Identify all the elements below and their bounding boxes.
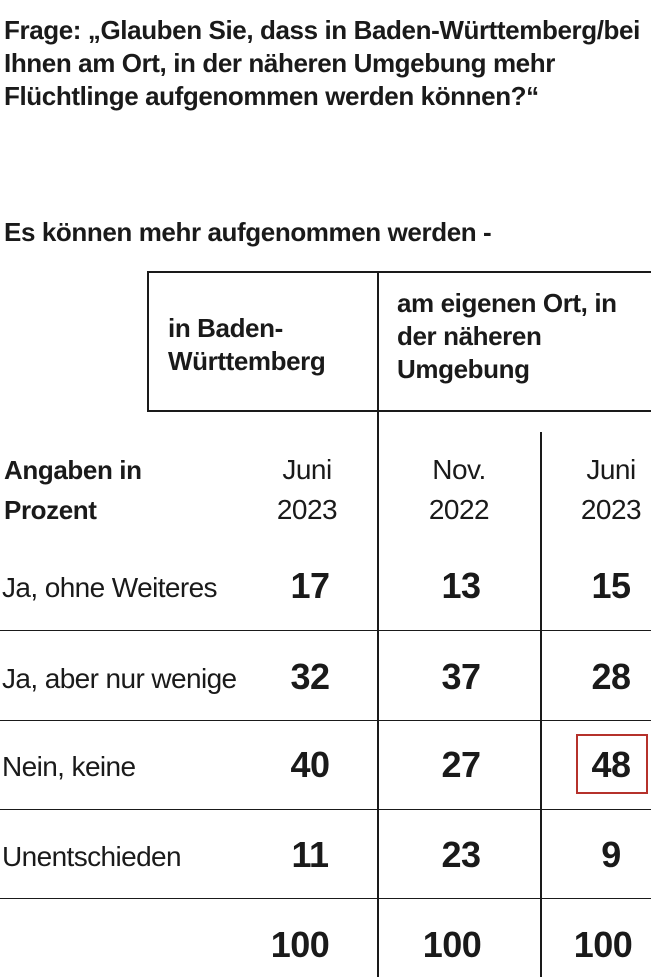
- period-month: Nov.: [432, 454, 486, 485]
- period-month: Juni: [282, 454, 332, 485]
- table-cell: 27: [441, 744, 481, 785]
- total-cell: 100: [270, 924, 330, 965]
- total-cell: 100: [573, 924, 633, 965]
- row-header-label: Angaben in Prozent: [4, 455, 142, 525]
- table-cell: 9: [601, 834, 621, 875]
- period-header: Juni 2023: [551, 450, 651, 530]
- group-label-eigener-ort: am eigenen Ort, in der näheren Umgebung: [397, 288, 617, 384]
- table-cell: 37: [441, 656, 481, 697]
- row-divider: [0, 720, 651, 721]
- row-divider: [0, 898, 651, 899]
- period-year: 2022: [428, 494, 490, 525]
- group-header-box-bw: [147, 271, 377, 412]
- total-cell: 100: [422, 924, 482, 965]
- row-label: Ja, aber nur wenige: [2, 663, 237, 694]
- table-cell: 23: [441, 834, 481, 875]
- row-label: Unentschieden: [2, 841, 182, 872]
- group-label-baden-wuerttemberg: in Baden-Württemberg: [168, 313, 326, 376]
- table-cell: 13: [441, 565, 481, 606]
- table-cell: 48: [591, 744, 631, 785]
- table-cell: 15: [591, 565, 631, 606]
- period-header: Juni 2023: [247, 450, 367, 530]
- column-divider: [377, 271, 379, 977]
- table-cell: 17: [290, 565, 330, 606]
- table-cell: 11: [291, 834, 329, 875]
- table-cell: 28: [591, 656, 631, 697]
- row-label: Nein, keine: [2, 751, 136, 782]
- period-year: 2023: [580, 494, 642, 525]
- highlight-box: [576, 734, 648, 794]
- row-divider: [0, 630, 651, 631]
- row-label: Ja, ohne Weiteres: [2, 572, 218, 603]
- column-divider: [540, 432, 542, 977]
- period-header: Nov. 2022: [399, 450, 519, 530]
- group-header-box-ort: [377, 271, 651, 412]
- question-text: Frage: „Glauben Sie, dass in Baden-Württ…: [4, 15, 640, 111]
- table-cell: 32: [290, 656, 330, 697]
- table-cell: 40: [290, 744, 330, 785]
- subtitle: Es können mehr aufgenommen werden -: [4, 217, 492, 247]
- period-month: Juni: [586, 454, 636, 485]
- period-year: 2023: [276, 494, 338, 525]
- row-divider: [0, 809, 651, 810]
